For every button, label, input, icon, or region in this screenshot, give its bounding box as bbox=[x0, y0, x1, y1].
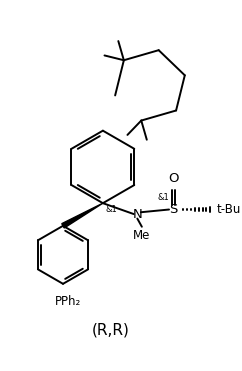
Text: S: S bbox=[169, 203, 178, 216]
Text: Me: Me bbox=[133, 229, 151, 242]
Text: &1: &1 bbox=[106, 205, 117, 214]
Text: t-Bu: t-Bu bbox=[216, 203, 241, 216]
Text: PPh₂: PPh₂ bbox=[54, 295, 81, 308]
Text: (R,R): (R,R) bbox=[92, 322, 130, 338]
Text: &1: &1 bbox=[157, 193, 169, 202]
Polygon shape bbox=[62, 203, 103, 228]
Text: O: O bbox=[168, 172, 179, 185]
Text: N: N bbox=[132, 207, 142, 220]
